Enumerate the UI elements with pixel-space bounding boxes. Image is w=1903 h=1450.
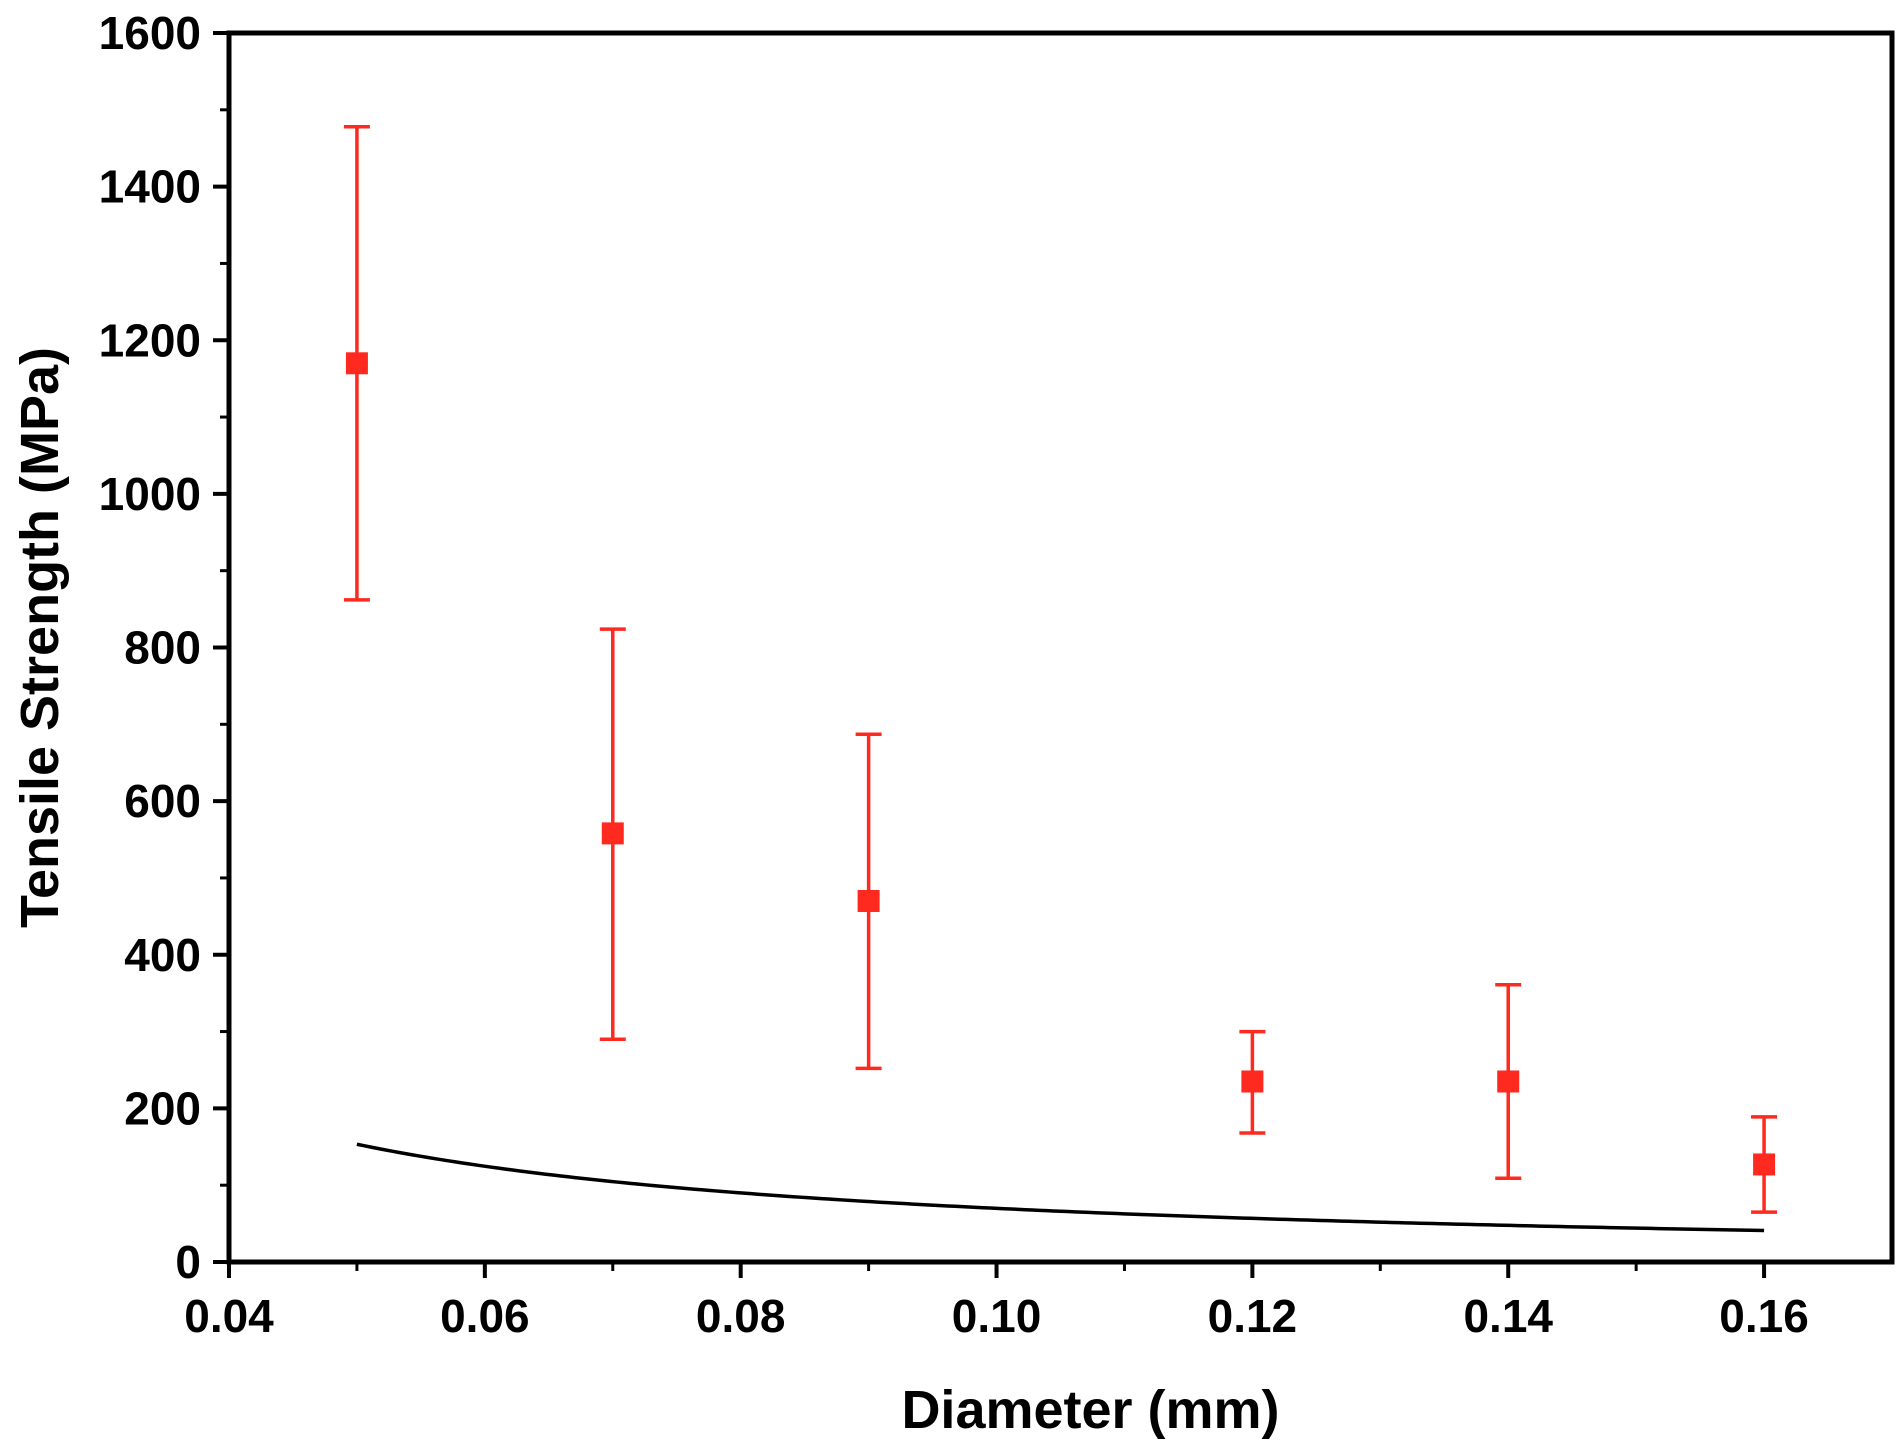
x-tick-label: 0.16 bbox=[1719, 1290, 1809, 1342]
y-tick-label: 400 bbox=[124, 929, 201, 981]
data-point bbox=[345, 352, 368, 375]
y-tick-label: 1400 bbox=[99, 161, 201, 213]
data-point bbox=[1753, 1153, 1776, 1176]
data-point bbox=[1241, 1070, 1264, 1093]
y-tick-label: 1200 bbox=[99, 314, 201, 366]
x-tick-label: 0.08 bbox=[696, 1290, 786, 1342]
data-points bbox=[345, 352, 1776, 1176]
y-tick-label: 800 bbox=[124, 622, 201, 674]
y-tick-label: 600 bbox=[124, 775, 201, 827]
y-tick-label: 200 bbox=[124, 1082, 201, 1134]
y-tick-label: 1000 bbox=[99, 468, 201, 520]
y-axis-ticks: 0 200 400 600 800 1000 1200 1400 1600 bbox=[99, 7, 229, 1288]
x-axis-ticks: 0.04 0.06 0.08 0.10 0.12 0.14 0.16 bbox=[184, 1262, 1809, 1342]
error-bars bbox=[343, 124, 1778, 1214]
x-tick-label: 0.06 bbox=[440, 1290, 530, 1342]
data-point bbox=[1497, 1070, 1520, 1093]
y-tick-label: 1600 bbox=[99, 7, 201, 59]
plot-frame bbox=[226, 30, 1895, 1265]
y-axis-title: Tensile Strength (MPa) bbox=[10, 347, 70, 928]
fit-curve bbox=[356, 1142, 1765, 1233]
y-tick-label: 0 bbox=[175, 1236, 201, 1288]
x-tick-label: 0.14 bbox=[1463, 1290, 1553, 1342]
data-point bbox=[857, 889, 880, 912]
data-point bbox=[601, 822, 624, 845]
x-axis-title: Diameter (mm) bbox=[901, 1380, 1279, 1440]
x-tick-label: 0.12 bbox=[1208, 1290, 1298, 1342]
x-tick-label: 0.10 bbox=[952, 1290, 1042, 1342]
x-tick-label: 0.04 bbox=[184, 1290, 274, 1342]
